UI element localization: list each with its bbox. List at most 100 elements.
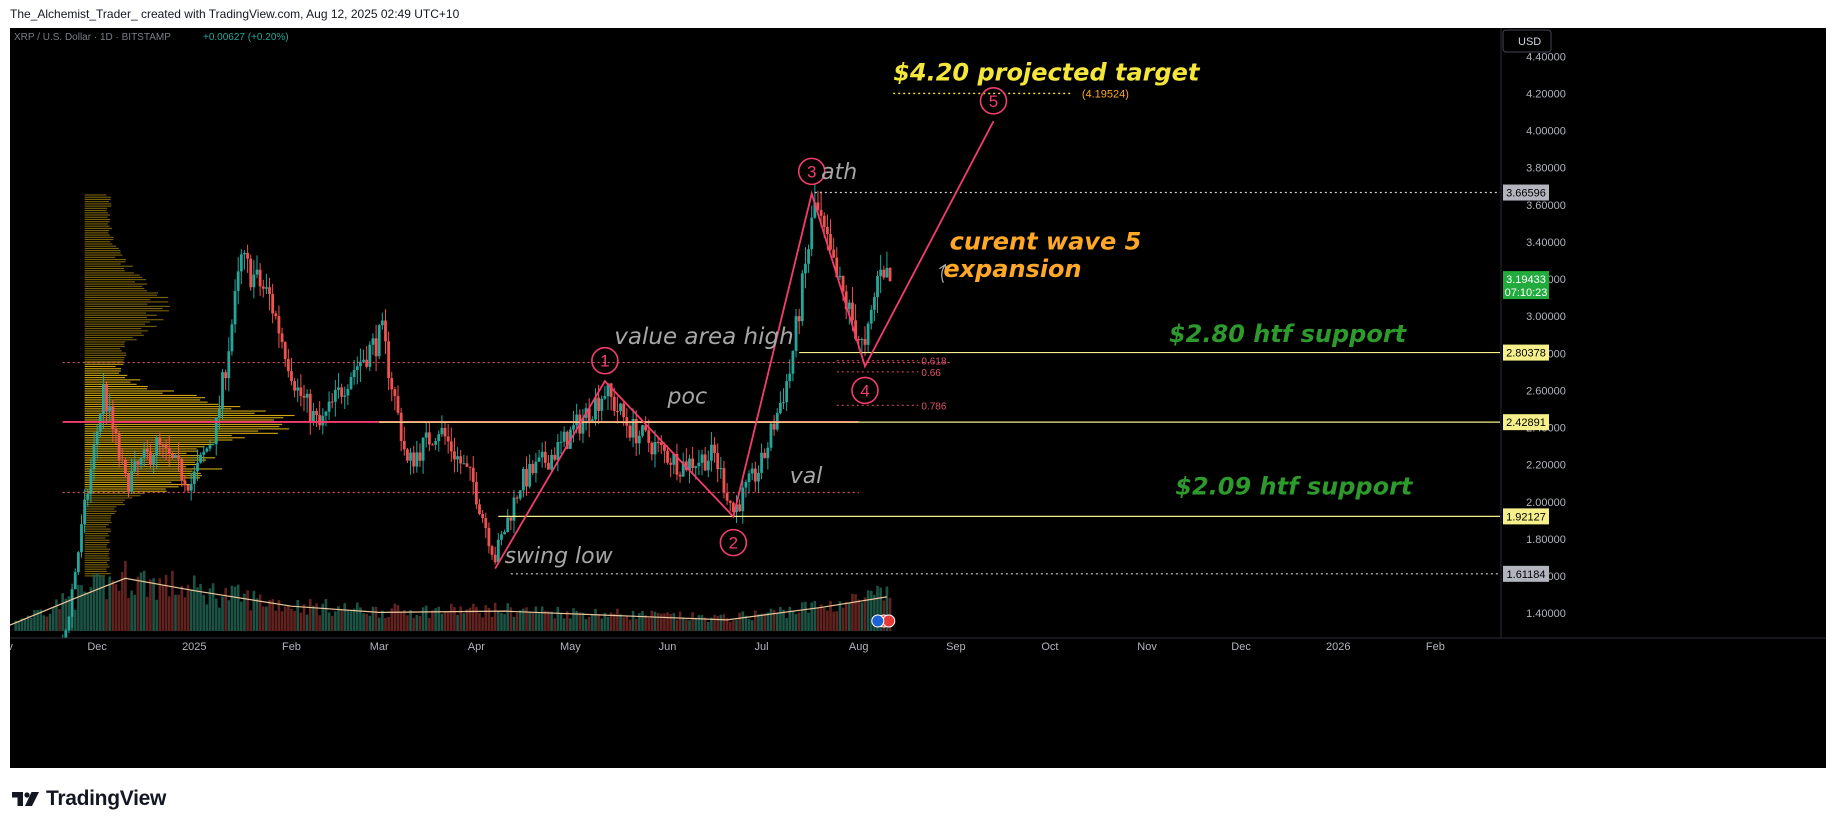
volume-profile-bar: [84, 279, 147, 281]
wave-circle: [797, 157, 826, 186]
candle-body: [656, 441, 660, 443]
time-tick-label: 2026: [1326, 641, 1350, 653]
volume-profile-bar: [84, 372, 119, 374]
chart-annotation: swing low: [505, 544, 614, 569]
candle-body: [39, 704, 42, 715]
volume-profile-bar: [84, 350, 122, 352]
candle-body: [453, 451, 456, 460]
candle-body: [293, 381, 296, 391]
candle-body: [283, 342, 287, 360]
volume-bar: [374, 606, 378, 631]
volume-bar: [706, 621, 710, 631]
volume-bar: [794, 613, 798, 631]
time-tick-label: Aug: [849, 641, 869, 653]
volume-bar: [290, 608, 293, 631]
currency-button[interactable]: [1502, 29, 1552, 53]
volume-bar: [117, 590, 121, 631]
candle-body: [246, 253, 249, 259]
volume-profile-bar: [84, 437, 245, 439]
chart-annotation: curent wave 5: [950, 227, 1142, 255]
price-tick-label: 3.60000: [1526, 200, 1566, 212]
volume-profile-bar: [84, 259, 127, 261]
volume-bar: [252, 590, 256, 631]
candle-body: [296, 387, 300, 391]
candle-body: [869, 309, 873, 324]
candle-body: [111, 405, 115, 430]
candle-body: [672, 454, 676, 465]
volume-bar: [475, 607, 478, 631]
volume-bar: [42, 615, 46, 631]
volume-profile-bar: [84, 374, 128, 376]
volume-bar: [158, 578, 162, 631]
volume-profile-bar: [84, 245, 117, 247]
candle-body: [750, 468, 754, 474]
volume-bar: [124, 560, 127, 631]
volume-bar: [782, 609, 785, 631]
candle-body: [177, 455, 181, 459]
volume-bar: [638, 613, 641, 631]
candle-body: [844, 291, 848, 310]
candle-body: [27, 742, 30, 753]
elliott-wave-path: [494, 120, 995, 570]
candle-body: [170, 453, 174, 458]
volume-bar: [500, 612, 503, 631]
volume-bar: [757, 614, 760, 631]
volume-profile-bar: [84, 365, 116, 368]
candle-body: [236, 271, 240, 291]
chart-frame[interactable]: 0.618 0.66 0.786 (4.19524) 1 2 3 4 5 $4.20 projec…: [10, 28, 1826, 768]
volume-bar: [826, 610, 829, 631]
volume-bar: [540, 606, 544, 631]
volume-bar: [77, 584, 80, 631]
candle-body: [52, 681, 55, 683]
candle-body: [277, 316, 281, 334]
volume-profile-bar: [84, 238, 114, 241]
volume-bar: [471, 603, 475, 631]
volume-bar: [142, 570, 146, 631]
volume-profile-bar: [84, 499, 126, 501]
volume-profile-bar: [84, 345, 125, 347]
volume-bar: [337, 606, 340, 631]
volume-bar: [594, 608, 597, 631]
volume-profile-bar: [84, 314, 157, 316]
volume-bar: [45, 616, 49, 631]
volume-profile-bar: [84, 341, 126, 343]
volume-bar: [318, 615, 321, 631]
price-level-tag: [1503, 508, 1549, 525]
candle-body: [98, 414, 102, 432]
volume-profile-bar: [84, 408, 232, 410]
tradingview-brand[interactable]: TradingView: [12, 786, 166, 812]
candle-body: [716, 453, 720, 470]
volume-bar: [819, 604, 823, 631]
candle-body: [600, 398, 604, 411]
volume-bar: [525, 607, 528, 631]
volume-profile-bar: [84, 270, 125, 272]
wave-number-label: 1: [600, 352, 609, 371]
candle-body: [722, 468, 726, 493]
volume-bar: [327, 612, 331, 631]
candle-body: [299, 387, 303, 396]
volume-bar: [619, 614, 622, 631]
volume-bar: [440, 613, 444, 631]
volume-bar: [299, 612, 303, 631]
candle-body: [819, 209, 823, 216]
price-tick-label: 2.20000: [1526, 460, 1566, 472]
volume-bar: [130, 590, 133, 631]
volume-profile-bar: [84, 310, 169, 312]
volume-bar: [17, 622, 21, 631]
candle-body: [735, 504, 738, 513]
volume-profile-bar: [84, 475, 202, 477]
volume-bar: [813, 600, 817, 631]
time-tick-label: Nov: [1137, 641, 1157, 653]
candle-body: [108, 405, 112, 412]
volume-bar: [769, 608, 773, 631]
volume-bar: [346, 610, 350, 631]
candle-body: [243, 253, 246, 255]
volume-profile-bar: [84, 455, 200, 457]
candle-body: [857, 339, 861, 341]
candle-body: [465, 463, 469, 467]
volume-bar: [261, 606, 265, 631]
volume-bar: [775, 613, 779, 631]
volume-bar: [484, 605, 488, 631]
volume-bar: [468, 607, 472, 631]
